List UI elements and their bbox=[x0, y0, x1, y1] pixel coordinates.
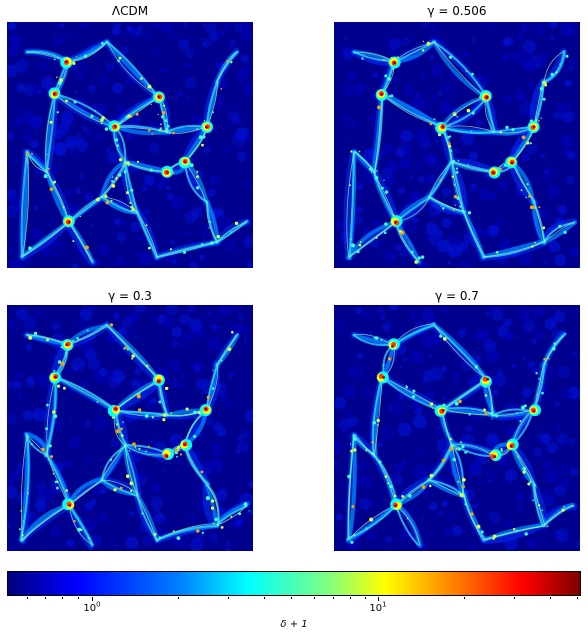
colorbar-minor-tick bbox=[350, 597, 351, 599]
density-map-image bbox=[334, 305, 580, 551]
colorbar-minor-tick bbox=[464, 597, 465, 599]
colorbar-minor-tick bbox=[78, 597, 79, 599]
panel-title-gamma-0506: γ = 0.506 bbox=[427, 4, 487, 18]
colorbar-minor-tick bbox=[178, 597, 179, 599]
colorbar-minor-tick bbox=[514, 597, 515, 599]
colorbar-minor-tick bbox=[45, 597, 46, 599]
panel-title-gamma-07: γ = 0.7 bbox=[435, 289, 479, 303]
density-map-gamma-0506 bbox=[334, 22, 580, 268]
density-map-lcdm bbox=[7, 22, 253, 268]
colorbar-label: δ + 1 bbox=[280, 619, 308, 630]
density-map-image bbox=[7, 305, 253, 551]
colorbar-minor-tick bbox=[365, 597, 366, 599]
colorbar-tick-label: 100 bbox=[83, 600, 101, 614]
colorbar-minor-tick bbox=[291, 597, 292, 599]
colorbar-minor-tick bbox=[333, 597, 334, 599]
colorbar-minor-tick bbox=[577, 597, 578, 599]
colorbar-minor-tick bbox=[550, 597, 551, 599]
colorbar-major-tick bbox=[92, 597, 93, 601]
colorbar-minor-tick bbox=[264, 597, 265, 599]
colorbar-minor-tick bbox=[62, 597, 63, 599]
density-map-gamma-03 bbox=[7, 305, 253, 551]
panel-title-gamma-03: γ = 0.3 bbox=[108, 289, 152, 303]
colorbar bbox=[7, 571, 581, 596]
colorbar-tick-label: 101 bbox=[369, 600, 387, 614]
colorbar-minor-tick bbox=[27, 597, 28, 599]
colorbar-major-tick bbox=[378, 597, 379, 601]
density-map-gamma-07 bbox=[334, 305, 580, 551]
density-map-image bbox=[7, 22, 253, 268]
colorbar-minor-tick bbox=[314, 597, 315, 599]
panel-title-lcdm: ΛCDM bbox=[111, 4, 149, 18]
colorbar-minor-tick bbox=[228, 597, 229, 599]
density-map-image bbox=[334, 22, 580, 268]
